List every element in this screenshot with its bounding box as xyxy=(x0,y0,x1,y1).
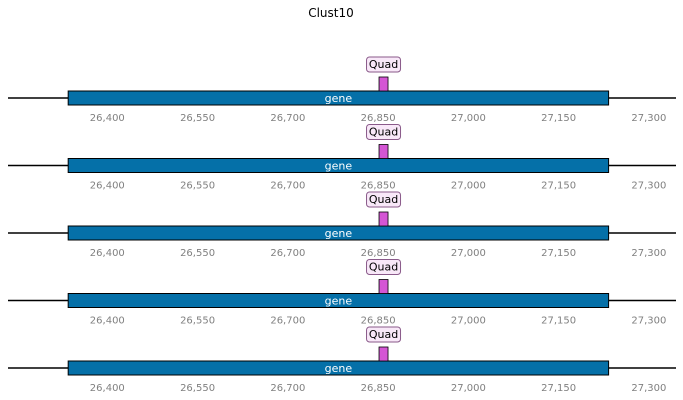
tracks: gene Quad 26,400 26,550 26,700 26,850 27,000 27… xyxy=(8,56,676,394)
x-tick-label: 26,550 xyxy=(180,316,215,327)
gene-label: gene xyxy=(325,295,353,308)
x-tick-label: 27,300 xyxy=(631,316,666,327)
x-tick-label: 26,400 xyxy=(90,181,125,192)
gene-bar xyxy=(67,225,610,241)
x-tick-label: 26,700 xyxy=(270,383,305,394)
quad-feature-marker xyxy=(378,346,389,362)
track-3: gene Quad 26,400 26,550 26,700 26,850 27,000 27… xyxy=(8,191,676,259)
x-tick-label: 26,400 xyxy=(90,316,125,327)
x-tick-label: 27,150 xyxy=(541,383,576,394)
track-4: gene Quad 26,400 26,550 26,700 26,850 27,000 27… xyxy=(8,259,676,327)
x-tick-label: 27,150 xyxy=(541,113,576,124)
x-tick-label: 27,000 xyxy=(451,181,486,192)
x-tick-label: 27,000 xyxy=(451,113,486,124)
feature-label: Quad xyxy=(369,328,398,341)
x-tick-label: 27,000 xyxy=(451,248,486,259)
x-tick-label: 27,150 xyxy=(541,248,576,259)
track-1: gene Quad 26,400 26,550 26,700 26,850 27,000 27… xyxy=(8,56,676,124)
x-tick-label: 26,850 xyxy=(361,181,396,192)
feature-label: Quad xyxy=(369,126,398,139)
x-tick-label: 26,550 xyxy=(180,383,215,394)
track-5: gene Quad 26,400 26,550 26,700 26,850 27,000 27… xyxy=(8,326,676,394)
x-tick-label: 27,300 xyxy=(631,181,666,192)
quad-feature-marker xyxy=(378,144,389,159)
feature-label: Quad xyxy=(369,261,398,274)
quad-feature-marker xyxy=(378,279,389,294)
feature-label-box xyxy=(366,191,402,208)
feature-label-box xyxy=(366,124,402,140)
x-tick-label: 26,550 xyxy=(180,181,215,192)
x-tick-label: 27,150 xyxy=(541,181,576,192)
gene-bar xyxy=(67,90,610,106)
x-tick-label: 27,300 xyxy=(631,113,666,124)
x-tick-label: 27,000 xyxy=(451,383,486,394)
feature-label: Quad xyxy=(369,58,398,71)
gene-bar xyxy=(67,293,610,308)
diagram-title: Clust10 xyxy=(308,6,354,20)
gene-label: gene xyxy=(325,92,353,105)
gene-label: gene xyxy=(325,160,353,173)
quad-feature-marker xyxy=(378,211,389,227)
x-tick-label: 26,850 xyxy=(361,316,396,327)
gene-bar xyxy=(67,360,610,376)
x-tick-label: 26,850 xyxy=(361,248,396,259)
x-tick-label: 27,000 xyxy=(451,316,486,327)
x-tick-label: 26,850 xyxy=(361,383,396,394)
x-tick-label: 27,150 xyxy=(541,316,576,327)
feature-label: Quad xyxy=(369,193,398,206)
x-tick-label: 26,700 xyxy=(270,181,305,192)
x-tick-label: 26,400 xyxy=(90,113,125,124)
x-tick-label: 26,700 xyxy=(270,248,305,259)
x-tick-label: 26,700 xyxy=(270,316,305,327)
gene-label: gene xyxy=(325,362,353,375)
x-tick-label: 26,400 xyxy=(90,248,125,259)
track-2: gene Quad 26,400 26,550 26,700 26,850 27,000 27… xyxy=(8,124,676,192)
feature-label-box xyxy=(366,326,402,343)
x-tick-label: 27,300 xyxy=(631,383,666,394)
x-tick-label: 26,550 xyxy=(180,248,215,259)
feature-label-box xyxy=(366,259,402,275)
feature-label-box xyxy=(366,56,402,73)
gene-label: gene xyxy=(325,227,353,240)
x-tick-label: 26,850 xyxy=(361,113,396,124)
x-tick-label: 26,400 xyxy=(90,383,125,394)
x-tick-label: 26,700 xyxy=(270,113,305,124)
gene-bar xyxy=(67,158,610,173)
x-tick-label: 26,550 xyxy=(180,113,215,124)
quad-feature-marker xyxy=(378,76,389,92)
x-tick-label: 27,300 xyxy=(631,248,666,259)
